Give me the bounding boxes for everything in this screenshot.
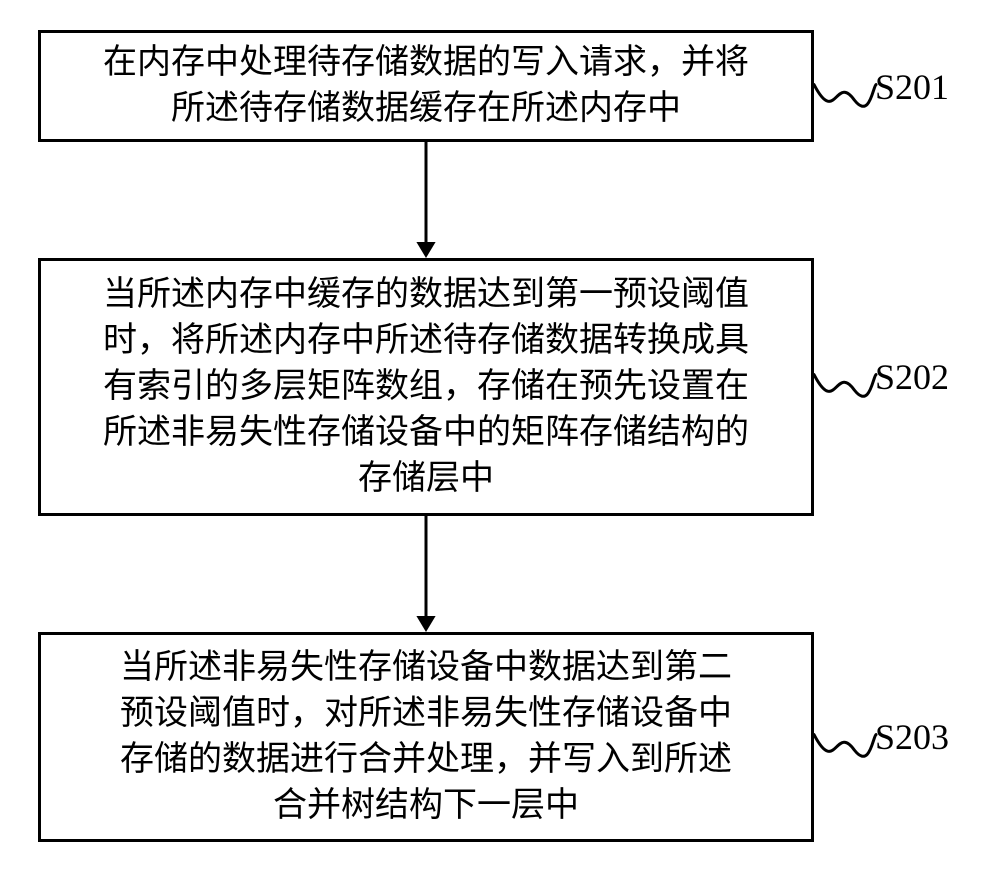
flow-step-1: 在内存中处理待存储数据的写入请求，并将 所述待存储数据缓存在所述内存中: [38, 30, 814, 142]
flow-step-3: 当所述非易失性存储设备中数据达到第二 预设阈值时，对所述非易失性存储设备中 存储…: [38, 632, 814, 842]
flowchart-canvas: 在内存中处理待存储数据的写入请求，并将 所述待存储数据缓存在所述内存中 S201 当…: [0, 0, 1000, 873]
step-label-2: S202: [875, 356, 949, 398]
squiggle-connector-3: [814, 728, 876, 772]
step-label-1: S201: [875, 66, 949, 108]
arrow-down-2: [406, 516, 446, 632]
squiggle-connector-2: [814, 368, 876, 412]
step-label-3: S203: [875, 716, 949, 758]
arrow-down-1: [406, 142, 446, 258]
squiggle-connector-1: [814, 78, 876, 122]
flow-step-2: 当所述内存中缓存的数据达到第一预设阈值 时，将所述内存中所述待存储数据转换成具 …: [38, 258, 814, 516]
